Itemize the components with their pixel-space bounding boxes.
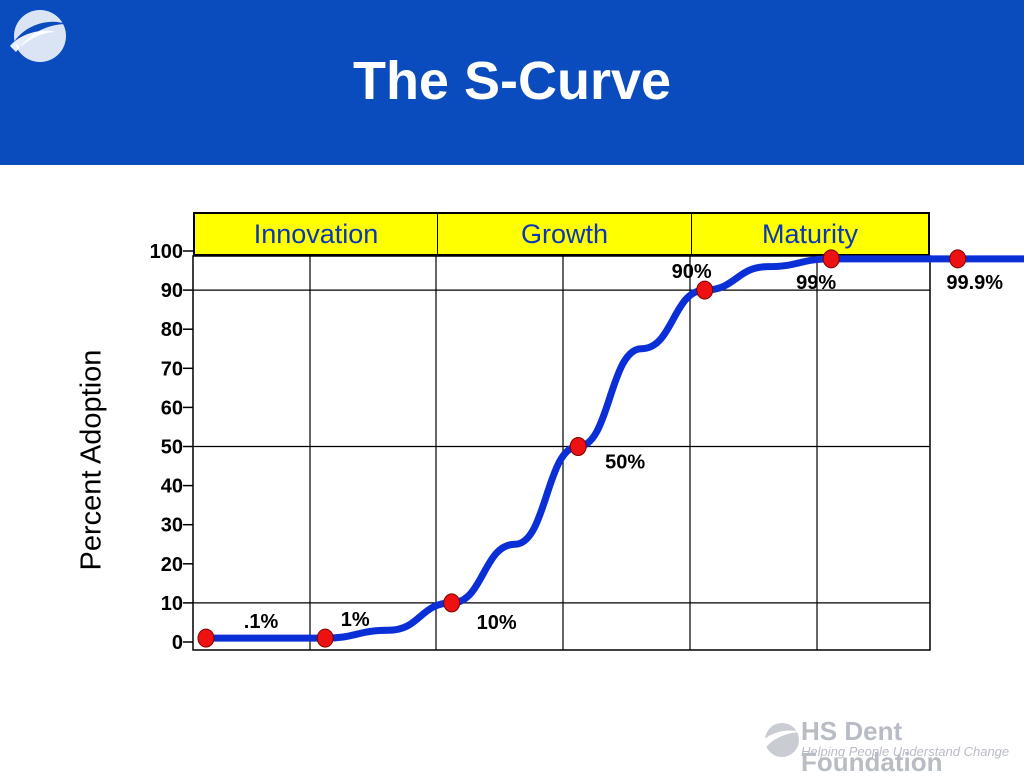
y-tick-label: 30 (161, 515, 183, 537)
adoption-curve (202, 255, 1024, 642)
phase-innovation: Innovation (253, 218, 379, 249)
phase-maturity: Maturity (691, 214, 928, 254)
globe-swoosh-logo-icon (10, 10, 66, 62)
data-point-label: 50% (605, 452, 645, 474)
y-tick-label: 0 (172, 632, 183, 654)
y-tick-label: 50 (161, 437, 183, 459)
y-tick-label: 10 (161, 593, 183, 615)
data-point-marker (822, 249, 840, 269)
slide-title: The S-Curve (352, 51, 672, 111)
phase-growth: Growth (437, 214, 691, 254)
title-banner: The S-Curve (0, 0, 1024, 165)
y-tick-label: 40 (161, 476, 183, 498)
y-tick-label: 20 (161, 554, 183, 576)
y-tick-label: 100 (150, 241, 183, 263)
data-point-label: 1% (341, 609, 370, 631)
data-point-marker (316, 628, 334, 648)
y-tick-label: 70 (161, 358, 183, 380)
phase-bar: Innovation Growth Maturity (193, 212, 930, 256)
footer-tagline: Helping People Understand Change (801, 744, 1010, 759)
data-point-label: 99% (796, 272, 836, 294)
data-point-label: .1% (244, 611, 279, 633)
data-point-label: 10% (477, 612, 517, 634)
data-point-marker (197, 628, 215, 648)
data-point-label: 99.9% (946, 272, 1003, 294)
data-point-marker (569, 437, 587, 456)
y-tick-label: 90 (161, 280, 183, 302)
data-point-marker (696, 280, 714, 300)
footer-logo-icon (758, 723, 802, 757)
y-tick-label: 60 (161, 397, 183, 419)
data-point-marker (949, 249, 967, 269)
data-point-label: 90% (672, 261, 712, 283)
plot-frame (192, 255, 931, 651)
y-tick-label: 80 (161, 319, 183, 341)
data-point-marker (443, 593, 461, 613)
